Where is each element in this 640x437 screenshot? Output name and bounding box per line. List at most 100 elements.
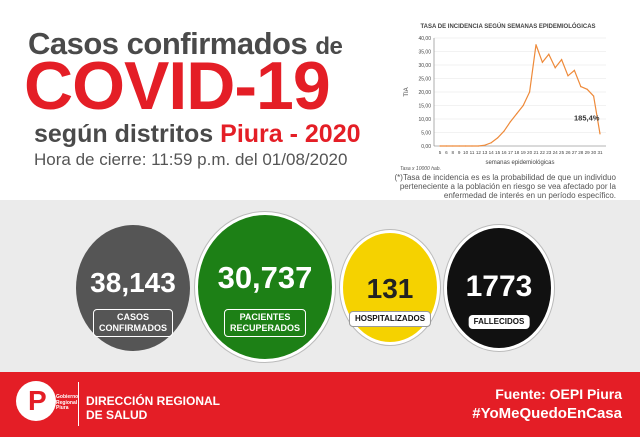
chart-x-tick-label: 23 [546,150,552,155]
chart-x-tick-label: 24 [553,150,559,155]
hospitalized-circle: 131 HOSPITALIZADOS [340,230,440,345]
chart-x-tick-label: 8 [452,150,455,155]
chart-data-point [529,91,531,93]
footer: P Gobierno Regional Piura DIRECCIÓN REGI… [0,372,640,437]
chart-y-tick-label: 5,00 [421,131,431,137]
footnote: (*)Tasa de incidencia es es la probabili… [394,173,616,201]
chart-canvas: 0,00 5,00 10,00 15,00 20,00 25,00 30,00 35,00 40… [404,36,606,166]
chart-y-tick-label: 35,00 [418,50,431,56]
chart-data-point [541,61,543,63]
recovered-label: PACIENTES RECUPERADOS [223,309,307,337]
title-covid: COVID-19 [24,48,331,124]
incidence-chart: TASA DE INCIDENCIA SEGÚN SEMANAS EPIDEMI… [400,24,616,172]
gobierno-regional-logo: P Gobierno Regional Piura [16,381,78,429]
chart-x-tick-label: 14 [489,150,495,155]
chart-x-tick-label: 16 [501,150,507,155]
chart-x-tick-label: 27 [572,150,578,155]
deceased-label: FALLECIDOS [468,315,530,329]
direccion-line-2: DE SALUD [86,408,148,422]
chart-data-point [484,144,486,146]
chart-data-point [516,113,518,115]
footer-divider [78,382,79,426]
chart-data-point [522,104,524,107]
hashtag: #YoMeQuedoEnCasa [472,405,622,422]
chart-y-tick-label: 20,00 [418,90,431,96]
logo-text: Gobierno Regional Piura [56,394,78,412]
chart-x-tick-label: 28 [578,150,584,155]
logo-text-line-3: Piura [56,405,69,411]
chart-data-point [445,145,447,147]
chart-data-point [477,145,479,147]
confirmed-circle: 38,143 CASOS CONFIRMADOS [76,225,190,351]
confirmed-count: 38,143 [90,267,176,298]
chart-y-tick-label: 10,00 [418,117,431,123]
direccion-line-1: DIRECCIÓN REGIONAL [86,394,221,408]
chart-y-tick-label: 15,00 [418,104,431,110]
chart-x-tick-label: 18 [514,150,520,155]
chart-x-tick-label: 22 [540,150,546,155]
chart-y-tick-label: 0,00 [421,144,431,150]
chart-x-tick-label: 15 [495,150,501,155]
recovered-label-line-1: PACIENTES [239,312,291,322]
chart-data-point [503,130,505,132]
chart-data-point [471,145,473,147]
chart-y-tick-label: 40,00 [418,36,431,42]
chart-x-tick-label: 31 [597,150,603,155]
logo-letter: P [28,385,47,416]
chart-x-tick-label: 10 [463,150,469,155]
hospitalized-count: 131 [366,273,414,304]
recovered-label-line-2: RECUPERADOS [229,322,301,333]
chart-data-point [465,145,467,147]
chart-series-line [440,44,601,147]
confirmed-label-line-2: CONFIRMADOS [99,322,167,333]
chart-x-tick-label: 11 [470,150,475,155]
chart-x-axis-label: semanas epidemiológicas [485,160,554,166]
confirmed-label-line-1: CASOS [116,312,149,322]
chart-data-point [509,121,511,123]
chart-data-point [561,59,563,61]
chart-x-tick-label: 5 [439,150,442,155]
chart-data-point [580,86,582,88]
chart-x-tick-label: 29 [585,150,591,155]
title-line-3: según distritos Piura - 2020 [34,120,361,149]
title-de: de [315,33,343,60]
title-piura-year: Piura - 2020 [220,120,361,148]
chart-x-tick-label: 20 [527,150,533,155]
chart-x-tick-label: 9 [458,150,461,155]
logo-circle [16,381,56,421]
deceased-circle: 1773 FALLECIDOS [444,225,554,351]
chart-x-tick-label: 25 [559,150,565,155]
chart-data-point [548,53,550,55]
chart-data-point [586,88,588,90]
title-casos-confirmados: Casos confirmados [28,26,308,61]
deceased-count: 1773 [465,270,533,303]
chart-y-tick-label: 25,00 [418,77,431,83]
chart-x-tick-label: 17 [508,150,514,155]
chart-data-point [497,137,499,139]
recovered-circle: 30,737 PACIENTES RECUPERADOS [195,212,335,362]
chart-x-tick-label: 26 [565,150,571,155]
chart-y-axis-label: TIA [404,87,410,96]
header: Casos confirmados de COVID-19 según dist… [0,0,640,200]
chart-title: TASA DE INCIDENCIA SEGÚN SEMANAS EPIDEMI… [420,24,596,30]
chart-data-point [490,142,492,144]
chart-x-tick-label: 12 [476,150,482,155]
chart-data-point [554,67,556,69]
title-segun-distritos: según distritos [34,120,214,148]
chart-data-point [458,145,460,147]
chart-note: Tasa x 10000 hab. [400,166,441,172]
stats-panel: 38,143 CASOS CONFIRMADOS 30,737 PACIENTE… [0,200,640,372]
logo-text-line-2: Regional [56,399,78,406]
closing-time: Hora de cierre: 11:59 p.m. del 01/08/202… [34,150,348,169]
chart-x-tick-label: 21 [533,150,539,155]
chart-x-tick-label: 30 [591,150,597,155]
chart-data-point [452,145,454,147]
confirmed-label: CASOS CONFIRMADOS [93,309,173,337]
chart-data-point [599,133,601,135]
chart-x-tick-label: 13 [482,150,488,155]
chart-data-point [439,145,441,147]
title-line-1: Casos confirmados de [28,26,343,62]
chart-x-tick-label: 19 [521,150,527,155]
chart-y-tick-label: 30,00 [418,63,431,69]
recovered-count: 30,737 [217,260,313,295]
